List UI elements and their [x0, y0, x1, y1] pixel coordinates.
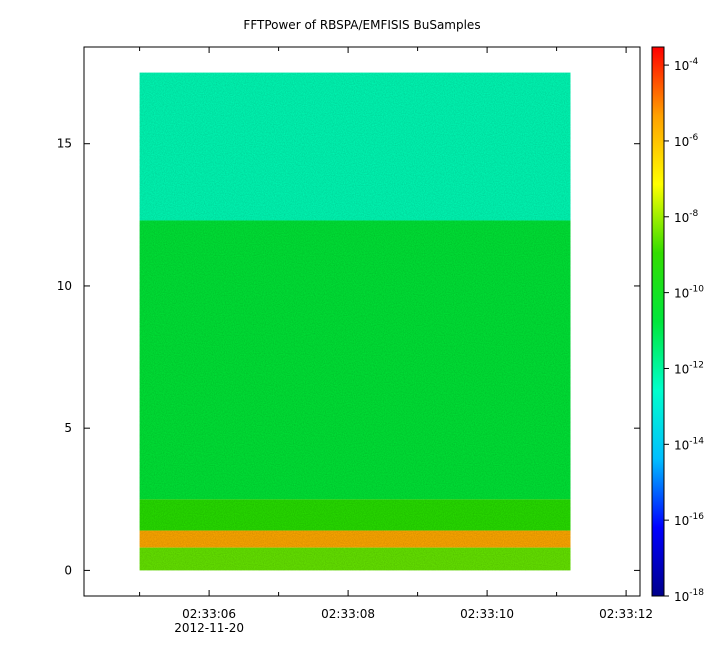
y-tick-label: 5 — [64, 421, 72, 435]
colorbar-tick-label: 10-8 — [674, 209, 699, 225]
colorbar-tick-label: 10-10 — [674, 285, 704, 301]
x-tick-sublabel: 2012-11-20 — [174, 621, 244, 635]
x-tick-label: 02:33:12 — [599, 607, 653, 621]
spectrogram-band — [139, 530, 571, 548]
colorbar-gradient — [651, 46, 665, 597]
colorbar-tick-label: 10-14 — [674, 436, 704, 452]
colorbar: 10-4 10-6 10-8 10-10 10-12 10-14 10-16 10-18 — [651, 46, 704, 604]
spectrogram-band — [139, 72, 571, 221]
spectrogram-image — [139, 72, 571, 571]
x-tick-label: 02:33:08 — [321, 607, 375, 621]
spectrogram-band — [139, 499, 571, 531]
colorbar-tick-label: 10-6 — [674, 133, 699, 149]
colorbar-tick-label: 10-18 — [674, 588, 704, 604]
colorbar-tick-label: 10-16 — [674, 512, 704, 528]
colorbar-tick-label: 10-12 — [674, 360, 704, 376]
spectrogram-band — [139, 547, 571, 571]
y-tick-label: 0 — [64, 563, 72, 577]
chart-title: FFTPower of RBSPA/EMFISIS BuSamples — [243, 18, 481, 32]
y-tick-label: 15 — [57, 137, 72, 151]
spectrogram-band — [139, 220, 571, 500]
x-tick-label: 02:33:06 — [182, 607, 236, 621]
y-tick-label: 10 — [57, 279, 72, 293]
colorbar-tick-label: 10-4 — [674, 57, 699, 73]
x-tick-label: 02:33:10 — [460, 607, 514, 621]
